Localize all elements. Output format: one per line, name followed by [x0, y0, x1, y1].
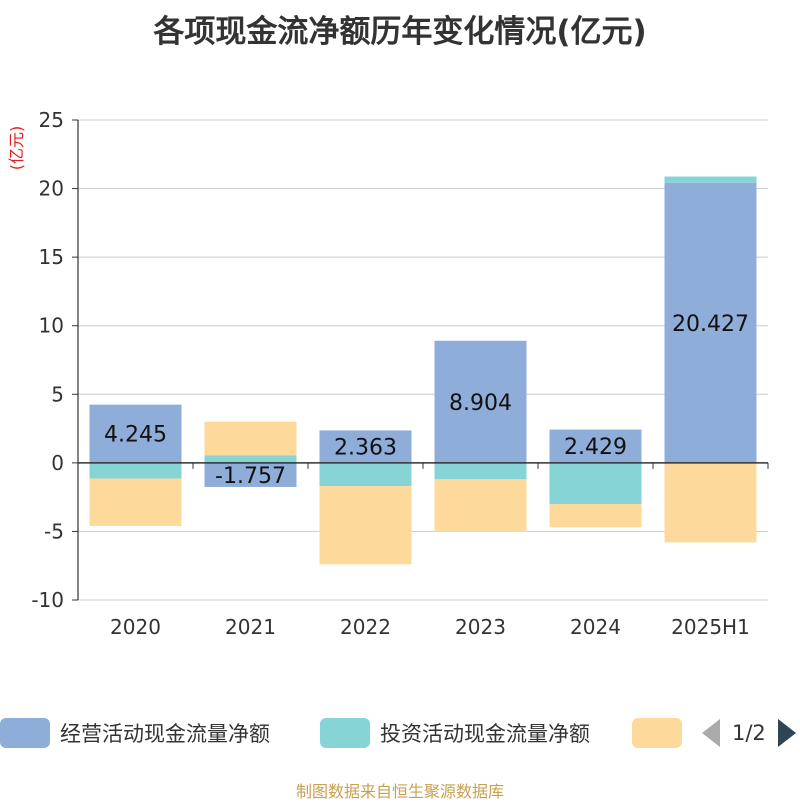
- legend-item-investing[interactable]: 投资活动现金流量净额: [320, 716, 590, 750]
- y-tick-label: 15: [39, 245, 64, 269]
- bar-2022-series-1: [319, 462, 412, 487]
- data-label-2022: 2.363: [334, 436, 397, 461]
- bar-2023-series-0: [434, 340, 527, 463]
- y-unit-label: (亿元): [7, 126, 26, 171]
- bar-2025H1-series-1: [664, 176, 757, 183]
- legend-swatch-financing: [632, 718, 682, 748]
- source-footer: 制图数据来自恒生聚源数据库: [295, 782, 504, 801]
- y-tick-label: 5: [51, 382, 64, 406]
- x-tick-label: 2021: [225, 615, 276, 639]
- bar-2020-series-1: [89, 462, 182, 479]
- bar-2020-series-2: [89, 478, 182, 526]
- y-tick-label: -10: [31, 588, 64, 612]
- bar-2025H1-series-0: [664, 182, 757, 463]
- bar-2024-series-0: [549, 429, 642, 463]
- data-label-2020: 4.245: [104, 423, 167, 448]
- y-tick-label: -5: [44, 519, 64, 543]
- y-tick-label: 25: [39, 108, 64, 132]
- bar-2021-series-0: [204, 462, 297, 487]
- bar-2024-series-2: [549, 504, 642, 528]
- legend-swatch-investing: [320, 718, 370, 748]
- pager-page-text: 1/2: [732, 721, 766, 745]
- data-label-2021: -1.757: [215, 464, 286, 489]
- bar-2022-series-2: [319, 486, 412, 565]
- data-label-2024: 2.429: [564, 435, 627, 460]
- legend-item-operating[interactable]: 经营活动现金流量净额: [0, 716, 270, 750]
- bar-2021-series-1: [204, 455, 297, 463]
- y-tick-label: 10: [39, 314, 64, 338]
- label-layer: 4.245 -1.757 2.363 8.904 2.429 20.427: [104, 312, 749, 489]
- x-tick-label: 2020: [110, 615, 161, 639]
- x-tick-label: 2024: [570, 615, 621, 639]
- pager-next-icon[interactable]: [777, 719, 796, 747]
- data-label-2025H1: 20.427: [672, 312, 749, 337]
- bar-2023-series-2: [434, 479, 527, 532]
- data-label-2023: 8.904: [449, 391, 512, 416]
- pager-prev-icon[interactable]: [702, 719, 720, 747]
- axis-layer: -10 -5 0 5 10 15 20 25 2020 2021 2022 2023 2024 2025H…: [31, 108, 769, 639]
- x-tick-label: 2025H1: [671, 615, 750, 639]
- bar-2020-series-0: [89, 404, 182, 463]
- bar-2023-series-1: [434, 462, 527, 480]
- bar-layer: [89, 176, 757, 565]
- bar-2021-series-2: [204, 421, 297, 456]
- x-tick-label: 2022: [340, 615, 391, 639]
- y-tick-label: 0: [51, 451, 64, 475]
- x-tick-label: 2023: [455, 615, 506, 639]
- legend-swatch-operating: [0, 718, 50, 748]
- chart-title: 各项现金流净额历年变化情况(亿元): [153, 14, 647, 50]
- legend-pager: 1/2: [702, 716, 796, 750]
- bar-2024-series-1: [549, 462, 642, 504]
- legend: 经营活动现金流量净额 投资活动现金流量净额: [0, 716, 800, 756]
- legend-label-operating: 经营活动现金流量净额: [60, 722, 270, 746]
- grid-layer: [78, 119, 768, 601]
- legend-label-investing: 投资活动现金流量净额: [380, 722, 590, 746]
- legend-item-financing[interactable]: [632, 716, 692, 750]
- y-tick-label: 20: [39, 177, 64, 201]
- bar-2022-series-0: [319, 430, 412, 463]
- bar-2025H1-series-2: [664, 462, 757, 543]
